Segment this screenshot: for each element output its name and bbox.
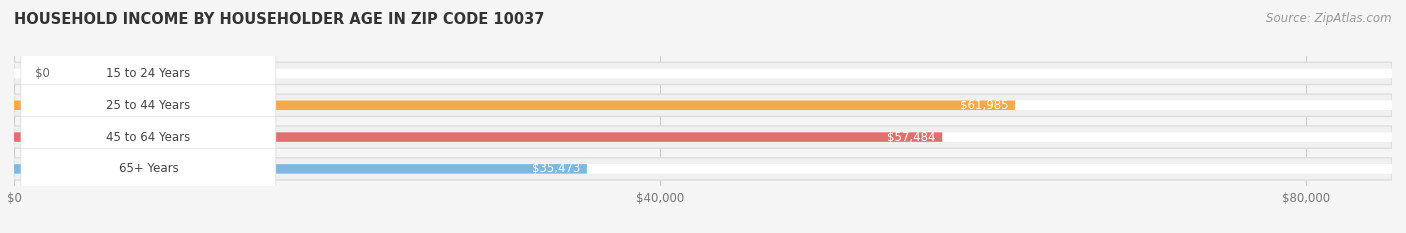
Text: 25 to 44 Years: 25 to 44 Years — [107, 99, 191, 112]
FancyBboxPatch shape — [14, 94, 1392, 116]
FancyBboxPatch shape — [14, 154, 586, 184]
Text: $0: $0 — [35, 67, 49, 80]
Text: HOUSEHOLD INCOME BY HOUSEHOLDER AGE IN ZIP CODE 10037: HOUSEHOLD INCOME BY HOUSEHOLDER AGE IN Z… — [14, 12, 544, 27]
Text: 15 to 24 Years: 15 to 24 Years — [107, 67, 191, 80]
FancyBboxPatch shape — [14, 62, 1392, 85]
FancyBboxPatch shape — [14, 122, 1392, 152]
FancyBboxPatch shape — [14, 158, 1392, 180]
FancyBboxPatch shape — [21, 53, 276, 94]
FancyBboxPatch shape — [14, 126, 1392, 148]
Text: $35,473: $35,473 — [531, 162, 579, 175]
Text: $57,484: $57,484 — [887, 130, 935, 144]
FancyBboxPatch shape — [14, 154, 1392, 184]
FancyBboxPatch shape — [14, 122, 942, 152]
Text: 65+ Years: 65+ Years — [118, 162, 179, 175]
Text: $61,985: $61,985 — [959, 99, 1008, 112]
FancyBboxPatch shape — [14, 90, 1392, 120]
FancyBboxPatch shape — [14, 59, 1392, 88]
FancyBboxPatch shape — [14, 90, 1015, 120]
FancyBboxPatch shape — [21, 148, 276, 190]
Text: Source: ZipAtlas.com: Source: ZipAtlas.com — [1267, 12, 1392, 25]
FancyBboxPatch shape — [21, 85, 276, 126]
Text: 45 to 64 Years: 45 to 64 Years — [107, 130, 191, 144]
FancyBboxPatch shape — [21, 116, 276, 158]
